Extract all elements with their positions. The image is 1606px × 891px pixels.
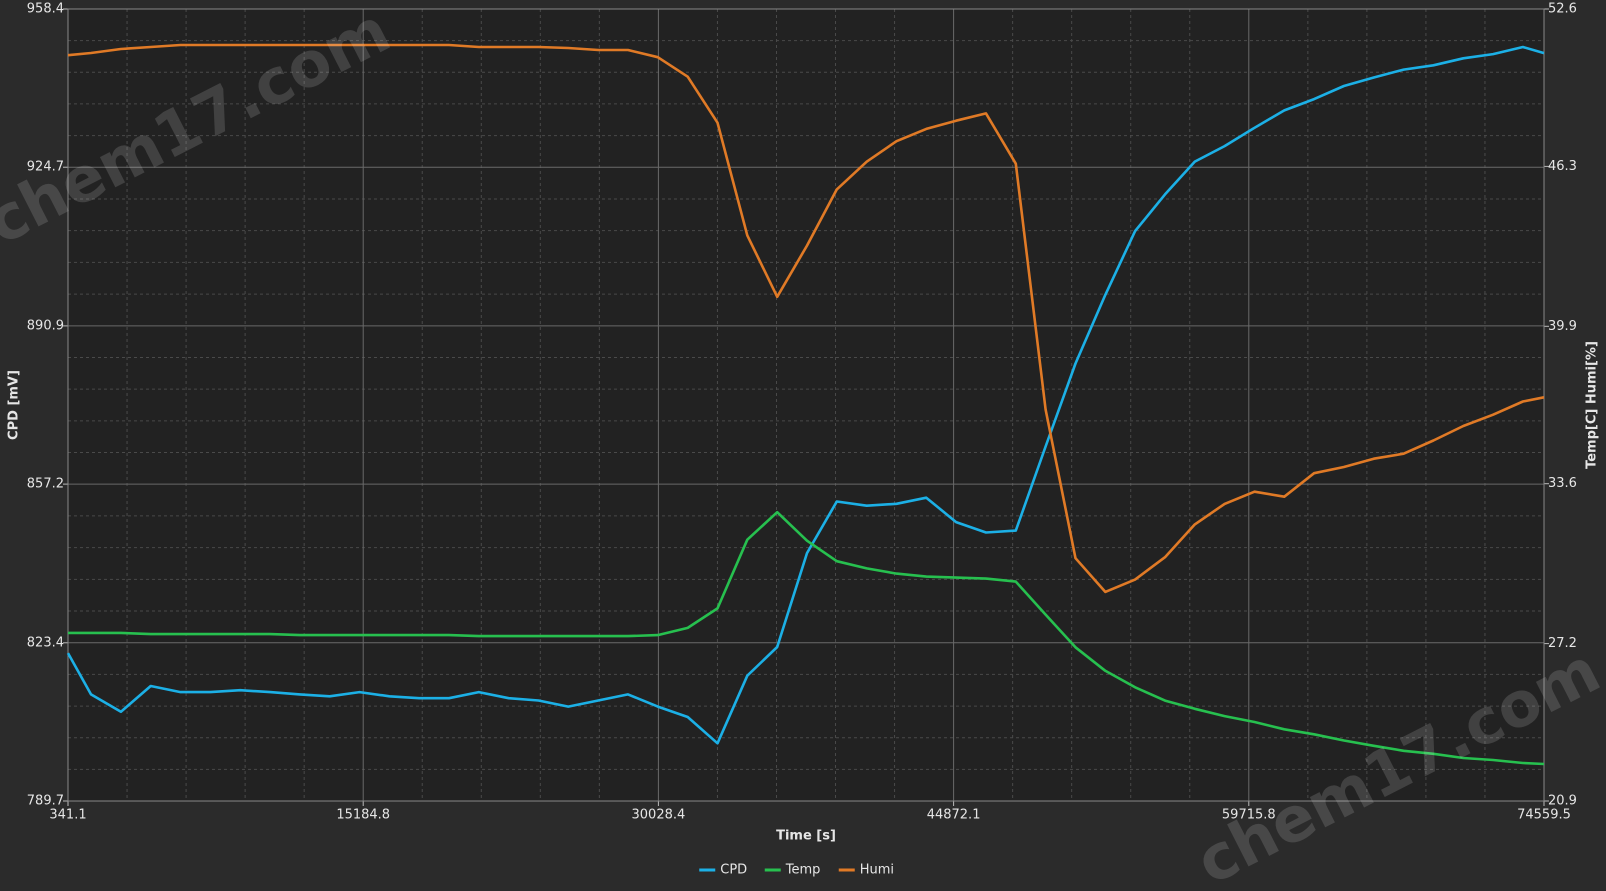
y2-axis-title: Temp[C] Humi[%] — [1585, 341, 1600, 469]
x-tick-label: 74559.5 — [1517, 808, 1571, 823]
lines — [66, 43, 1545, 766]
series-line — [66, 45, 1545, 745]
x-tick-label: 59715.8 — [1222, 808, 1276, 823]
y-tick-label: 857.2 — [27, 477, 64, 492]
y-axis-title: CPD [mV] — [7, 370, 22, 440]
y2-tick-label: 39.9 — [1548, 319, 1577, 334]
y2-tick-label: 33.6 — [1548, 476, 1577, 491]
y2-tick-label: 20.9 — [1548, 794, 1577, 809]
series-line — [67, 43, 1545, 594]
plot-border — [67, 8, 1545, 802]
x-tick-label: 15184.8 — [336, 808, 390, 823]
legend-label: Temp — [785, 863, 821, 878]
series-line — [68, 510, 1545, 766]
legend-label: Humi — [860, 863, 894, 878]
legend: CPD Temp Humi — [699, 863, 894, 878]
x-tick-label: 30028.4 — [632, 808, 686, 823]
y2-tick-label: 46.3 — [1548, 159, 1577, 174]
legend-label: CPD — [720, 863, 747, 878]
y2-tick-label: 27.2 — [1548, 636, 1577, 651]
y-tick-label: 890.9 — [27, 318, 64, 333]
y-tick-label: 924.7 — [27, 160, 64, 175]
y2-tick-label: 52.6 — [1548, 2, 1577, 17]
x-tick-label: 44872.1 — [927, 808, 981, 823]
grid: 789.7 823.4 857.2 890.9 924.7 958.4 20.9 27.2 33… — [27, 2, 1577, 823]
y-tick-label: 823.4 — [27, 635, 64, 650]
x-axis-title: Time [s] — [776, 829, 836, 844]
y-tick-label: 958.4 — [27, 2, 64, 17]
plot-area — [68, 9, 1544, 801]
y-tick-label: 789.7 — [27, 794, 64, 809]
x-tick-label: 341.1 — [49, 808, 86, 823]
